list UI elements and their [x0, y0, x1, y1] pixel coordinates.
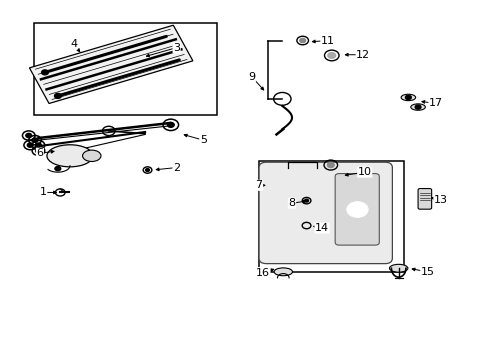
Ellipse shape [400, 94, 415, 101]
Text: 3: 3 [173, 42, 180, 53]
Ellipse shape [47, 145, 93, 167]
Bar [34, 23, 216, 114]
Circle shape [299, 39, 305, 42]
Circle shape [145, 168, 149, 171]
Text: 4: 4 [70, 39, 77, 49]
Circle shape [167, 122, 174, 127]
Circle shape [36, 143, 41, 147]
Circle shape [414, 105, 420, 109]
Ellipse shape [388, 264, 407, 272]
Circle shape [36, 149, 41, 153]
Ellipse shape [273, 268, 292, 276]
Text: 16: 16 [255, 267, 269, 278]
Circle shape [327, 163, 333, 167]
Circle shape [27, 143, 33, 147]
Text: 12: 12 [355, 50, 369, 60]
FancyBboxPatch shape [259, 162, 391, 264]
Text: 14: 14 [314, 223, 328, 233]
Ellipse shape [82, 150, 101, 162]
Circle shape [41, 70, 48, 75]
Circle shape [346, 202, 367, 217]
Circle shape [327, 53, 335, 58]
Circle shape [405, 95, 410, 100]
Text: 11: 11 [320, 36, 334, 45]
Text: 2: 2 [173, 163, 180, 172]
Circle shape [55, 93, 61, 98]
FancyBboxPatch shape [417, 189, 431, 209]
Polygon shape [29, 25, 192, 103]
Ellipse shape [410, 104, 425, 110]
Text: 10: 10 [357, 167, 371, 177]
Circle shape [26, 134, 32, 138]
Text: 13: 13 [433, 194, 447, 204]
Text: 15: 15 [420, 267, 434, 277]
Circle shape [55, 166, 61, 171]
Circle shape [304, 199, 308, 202]
Text: 9: 9 [248, 72, 255, 82]
Text: 17: 17 [428, 99, 442, 108]
FancyBboxPatch shape [334, 174, 379, 245]
Text: 6: 6 [36, 148, 43, 158]
Bar [259, 162, 403, 272]
Text: 1: 1 [40, 188, 47, 197]
Circle shape [32, 138, 38, 142]
Text: 5: 5 [200, 135, 206, 145]
Text: 8: 8 [288, 198, 295, 208]
Text: 7: 7 [255, 180, 262, 190]
